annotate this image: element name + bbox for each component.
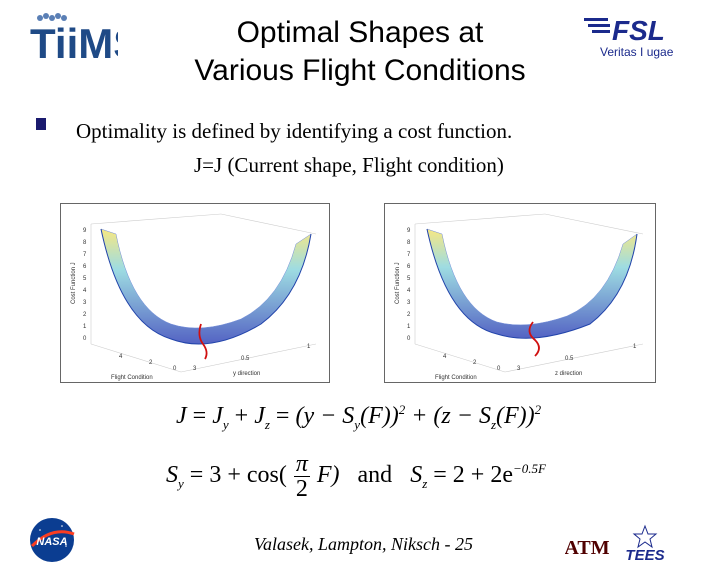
y-tick: 8 <box>83 240 87 246</box>
fsl-motto: Veritas I ugae <box>600 45 674 59</box>
fsl-logo-text: FSL <box>612 15 665 46</box>
x-tick: 4 <box>119 354 123 360</box>
y-axis-label: Cost Function J <box>395 262 401 304</box>
y-tick: 3 <box>83 300 87 306</box>
page-title: Optimal Shapes at Various Flight Conditi… <box>130 14 590 90</box>
texas-am-logo-text: ATM <box>565 537 609 559</box>
title-line-2: Various Flight Conditions <box>194 54 526 87</box>
y-tick: 4 <box>407 288 411 294</box>
x-tick: 2 <box>149 360 153 366</box>
y-tick: 5 <box>83 276 87 282</box>
y-tick: 2 <box>407 312 411 318</box>
x-tick: 2 <box>473 360 477 366</box>
y-tick: 9 <box>407 228 411 234</box>
cost-surface-plot-y: 9 8 7 6 5 4 3 2 1 0 4 2 0 3 0.5 1 Flight… <box>60 203 330 383</box>
bullet-text: Optimality is defined by identifying a c… <box>76 119 513 143</box>
y-tick: 6 <box>83 264 87 270</box>
nasa-logo: NASA <box>28 516 76 564</box>
tees-logo: TEES <box>618 524 672 564</box>
y-tick: 7 <box>407 252 411 258</box>
z-tick: 0.5 <box>565 356 574 362</box>
title-line-1: Optimal Shapes at <box>236 16 484 49</box>
y-tick: 3 <box>407 300 411 306</box>
y-tick: 7 <box>83 252 87 258</box>
z-axis-label: y direction <box>233 371 260 377</box>
y-tick: 9 <box>83 228 87 234</box>
x-axis-label: Flight Condition <box>435 375 477 381</box>
texas-am-logo: ATM <box>564 522 609 566</box>
z-tick: 1 <box>307 344 311 350</box>
y-axis-label: Cost Function J <box>71 262 77 304</box>
y-tick: 1 <box>407 324 411 330</box>
tiims-logo: TiiMS <box>26 8 141 68</box>
bullet-square-icon <box>36 118 46 130</box>
y-tick: 0 <box>83 336 87 342</box>
z-tick: 1 <box>633 344 637 350</box>
y-tick: 6 <box>407 264 411 270</box>
z-tick: 0.5 <box>241 356 250 362</box>
nasa-logo-text: NASA <box>36 536 67 548</box>
y-tick: 2 <box>83 312 87 318</box>
y-tick: 5 <box>407 276 411 282</box>
z-tick: 3 <box>517 366 521 372</box>
y-tick: 8 <box>407 240 411 246</box>
z-axis-label: z direction <box>555 371 582 377</box>
x-tick: 0 <box>497 366 501 372</box>
x-tick: 0 <box>173 366 177 372</box>
y-tick: 1 <box>83 324 87 330</box>
x-axis-label: Flight Condition <box>111 375 153 381</box>
fsl-logo: FSL Veritas I ugae <box>578 12 698 60</box>
cost-surface-plot-z: 9 8 7 6 5 4 3 2 1 0 4 2 0 3 0.5 1 Flight… <box>384 203 656 383</box>
x-tick: 4 <box>443 354 447 360</box>
footer-citation: Valasek, Lampton, Niksch - 25 <box>254 534 473 554</box>
cost-function-equation: J = Jy + Jz = (y − Sy(F))2 + (z − Sz(F))… <box>176 402 542 432</box>
bullet-subtext: J=J (Current shape, Flight condition) <box>194 153 504 177</box>
tees-logo-text: TEES <box>625 547 664 564</box>
y-tick: 4 <box>83 288 87 294</box>
z-tick: 3 <box>193 366 197 372</box>
tiims-logo-text: TiiMS <box>30 20 118 67</box>
y-tick: 0 <box>407 336 411 342</box>
